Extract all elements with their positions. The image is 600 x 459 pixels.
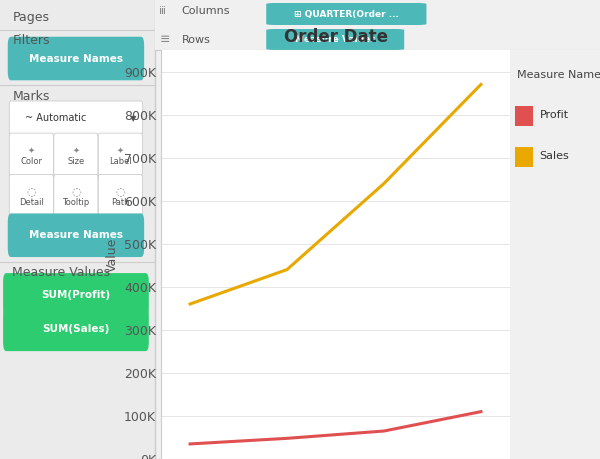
Text: ~ Automatic: ~ Automatic: [25, 113, 86, 123]
Text: Measure Values: Measure Values: [13, 266, 110, 279]
Text: Measure Names: Measure Names: [517, 70, 600, 80]
FancyBboxPatch shape: [8, 213, 144, 257]
Text: Columns: Columns: [182, 6, 230, 16]
Text: ◌: ◌: [115, 186, 125, 196]
Text: ✦: ✦: [73, 145, 79, 154]
Y-axis label: Value: Value: [106, 237, 118, 272]
Text: Marks: Marks: [13, 90, 50, 102]
FancyBboxPatch shape: [54, 174, 98, 218]
Text: Color: Color: [20, 157, 43, 166]
FancyBboxPatch shape: [98, 133, 142, 177]
Text: ▼: ▼: [130, 114, 137, 123]
FancyBboxPatch shape: [266, 29, 404, 50]
Text: ⊞ QUARTER(Order ...: ⊞ QUARTER(Order ...: [294, 10, 399, 18]
Text: Rows: Rows: [182, 35, 211, 45]
FancyBboxPatch shape: [8, 37, 144, 80]
FancyBboxPatch shape: [54, 133, 98, 177]
Text: ◌: ◌: [26, 186, 36, 196]
FancyBboxPatch shape: [515, 106, 533, 126]
Text: Sales: Sales: [540, 151, 569, 162]
FancyBboxPatch shape: [10, 101, 143, 135]
FancyBboxPatch shape: [10, 174, 53, 218]
Text: Measure Names: Measure Names: [29, 54, 123, 63]
FancyBboxPatch shape: [266, 3, 427, 25]
Text: SUM(Profit): SUM(Profit): [41, 290, 110, 300]
Text: Pages: Pages: [13, 11, 49, 24]
Text: ◌: ◌: [71, 186, 81, 196]
Text: ⅲ: ⅲ: [160, 6, 166, 16]
Text: Measure Names: Measure Names: [29, 230, 123, 240]
Text: Size: Size: [67, 157, 85, 166]
Text: SUM(Sales): SUM(Sales): [42, 325, 110, 334]
Text: Label: Label: [109, 157, 132, 166]
Text: Tooltip: Tooltip: [62, 198, 89, 207]
Text: Filters: Filters: [13, 34, 50, 47]
Text: ✦: ✦: [28, 145, 35, 154]
Text: ✦: ✦: [117, 145, 124, 154]
Text: Measure Values: Measure Values: [295, 35, 376, 44]
FancyBboxPatch shape: [10, 133, 53, 177]
Title: Order Date: Order Date: [284, 28, 388, 45]
FancyBboxPatch shape: [3, 308, 149, 351]
Text: Detail: Detail: [19, 198, 44, 207]
FancyBboxPatch shape: [98, 174, 142, 218]
FancyBboxPatch shape: [515, 147, 533, 167]
Text: Path: Path: [111, 198, 130, 207]
Text: ≡: ≡: [160, 34, 170, 46]
FancyBboxPatch shape: [3, 273, 149, 317]
Text: Profit: Profit: [540, 111, 569, 120]
